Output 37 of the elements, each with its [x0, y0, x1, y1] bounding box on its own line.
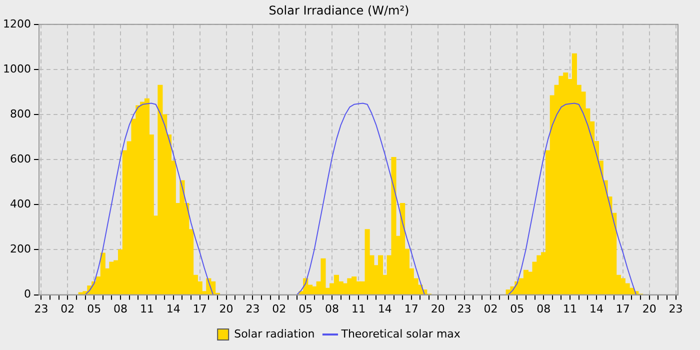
y-tick-label: 400	[10, 198, 31, 211]
x-tick-label: 20	[219, 302, 234, 316]
y-tick-label: 0	[24, 288, 31, 301]
x-tick-label: 11	[351, 302, 366, 316]
x-tick-label: 05	[510, 302, 524, 316]
y-tick-label: 600	[10, 152, 31, 166]
x-tick-label: 17	[192, 302, 207, 316]
x-tick-label: 23	[668, 302, 683, 316]
x-tick-label: 02	[272, 302, 286, 316]
x-tick-label: 05	[298, 302, 313, 316]
x-tick-label: 23	[34, 302, 48, 316]
x-tick-label: 02	[60, 302, 75, 316]
y-tick-label: 200	[10, 242, 31, 256]
x-tick-label: 08	[536, 302, 551, 316]
x-tick-label: 17	[616, 302, 630, 316]
x-tick-label: 14	[589, 302, 604, 316]
x-tick-label: 05	[87, 302, 102, 316]
x-tick-label: 14	[378, 302, 392, 316]
x-tick-label: 08	[114, 302, 128, 316]
chart-title: Solar Irradiance (W/m²)	[268, 3, 410, 18]
bar	[391, 157, 396, 295]
y-tick-label: 1000	[2, 62, 31, 76]
x-tick-label: 11	[563, 302, 578, 316]
bar	[320, 258, 326, 295]
x-tick-label: 20	[430, 302, 445, 316]
x-tick-label: 23	[246, 302, 260, 316]
y-tick-label: 800	[10, 107, 31, 120]
x-tick-label: 08	[325, 302, 340, 316]
x-tick-label: 17	[404, 302, 418, 316]
y-tick-label: 1200	[2, 17, 31, 30]
x-tick-label: 14	[166, 302, 180, 316]
x-tick-label: 23	[457, 302, 472, 316]
legend-label: Theoretical solar max	[340, 327, 461, 340]
x-tick-label: 02	[484, 302, 498, 316]
legend-label: Solar radiation	[234, 327, 315, 340]
x-tick-label: 20	[642, 302, 656, 316]
x-tick-label: 11	[140, 302, 154, 316]
